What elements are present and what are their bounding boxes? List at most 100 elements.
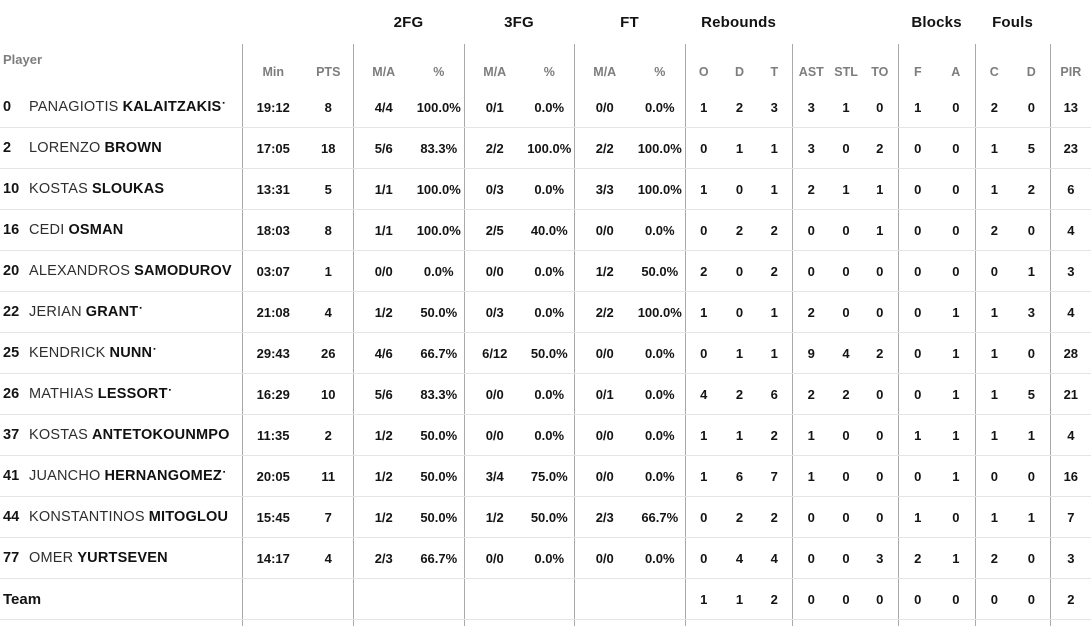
stat-reb-d: 1: [722, 332, 758, 374]
group-header-blocks: Blocks: [911, 13, 962, 31]
table-row: 26 MATHIAS LESSORT▪ 16:29 10 5/6 83.3% 0/0…: [0, 373, 1091, 415]
stat-3fg-pct: 0.0%: [525, 291, 574, 333]
stat-2fg-pct: 50.0%: [414, 496, 464, 538]
stat-reb-d: 1: [722, 414, 758, 456]
player-number: 25: [3, 345, 20, 361]
player-cell[interactable]: 77 OMER YURTSEVEN: [0, 537, 242, 579]
stat-foul-d: 0: [1013, 578, 1051, 620]
col-header-2fg-pct: %: [433, 65, 445, 79]
stat-ast: 1: [791, 455, 831, 497]
stat-stl: 0: [830, 127, 863, 169]
stat-3fg-ma: 14/32: [463, 619, 525, 626]
table-row: 77 OMER YURTSEVEN 14:17 4 2/3 66.7% 0/0 0.…: [0, 537, 1091, 579]
stat-ft-ma: 0/0: [573, 455, 635, 497]
stat-3fg-pct: [525, 578, 574, 620]
stat-2fg-ma: 1/2: [352, 455, 414, 497]
stat-foul-d: 1: [1013, 496, 1051, 538]
stat-pir: 4: [1049, 291, 1091, 333]
player-number: 44: [3, 509, 20, 525]
stat-to: 3: [862, 537, 899, 579]
stat-3fg-ma: 1/2: [463, 496, 525, 538]
stat-pts: 10: [304, 373, 353, 415]
stat-3fg-pct: 75.0%: [525, 455, 574, 497]
stat-stl: 0: [830, 578, 863, 620]
stat-pts: 5: [304, 168, 353, 210]
stat-to: 0: [862, 414, 899, 456]
stat-2fg-pct: 100.0%: [414, 168, 464, 210]
stat-foul-c: 1: [974, 414, 1014, 456]
stat-blk-a: 1: [937, 537, 976, 579]
stat-3fg-pct: 50.0%: [525, 496, 574, 538]
stat-ft-pct: 100.0%: [635, 127, 686, 169]
stat-pts: 8: [304, 209, 353, 251]
stat-ft-pct: 0.0%: [635, 209, 686, 251]
stat-to: 2: [862, 127, 899, 169]
stat-reb-d: 2: [722, 373, 758, 415]
stat-pts: 7: [304, 496, 353, 538]
stat-pir: 4: [1049, 209, 1091, 251]
stat-reb-t: 2: [757, 414, 793, 456]
stat-ast: 1: [791, 414, 831, 456]
team-row: Team 1 1 2 0 0 0 0 0 0 0 2: [0, 578, 1091, 620]
stat-foul-d: 0: [1013, 209, 1051, 251]
stat-blk-f: 1: [897, 496, 938, 538]
stat-blk-f: 0: [897, 127, 938, 169]
stat-stl: 2: [830, 373, 863, 415]
player-cell[interactable]: 2 LORENZO BROWN: [0, 127, 242, 169]
stat-pir: 3: [1049, 537, 1091, 579]
player-number: 37: [3, 427, 20, 443]
starter-mark-icon: ▪: [139, 305, 142, 312]
player-cell[interactable]: 26 MATHIAS LESSORT▪: [0, 373, 242, 415]
stat-3fg-pct: 50.0%: [525, 332, 574, 374]
stat-ft-ma: 3/3: [573, 168, 635, 210]
player-cell[interactable]: 25 KENDRICK NUNN▪: [0, 332, 242, 374]
stat-reb-d: 2: [722, 87, 758, 128]
player-cell[interactable]: 22 JERIAN GRANT▪: [0, 291, 242, 333]
stat-stl: 4: [830, 332, 863, 374]
player-cell[interactable]: 41 JUANCHO HERNANGOMEZ▪: [0, 455, 242, 497]
player-first-name: KONSTANTINOS: [29, 509, 145, 525]
stat-ft-pct: 50.0%: [635, 250, 686, 292]
stat-ast: 2: [791, 291, 831, 333]
stat-ft-pct: 76.9%: [635, 620, 685, 626]
stat-pts: 18: [304, 127, 353, 169]
stat-2fg-ma: 1/2: [352, 496, 414, 538]
table-row: 10 KOSTAS SLOUKAS 13:31 5 1/1 100.0% 0/3 0…: [0, 168, 1091, 210]
player-last-name: LESSORT: [97, 386, 168, 402]
stat-to: 1: [862, 168, 899, 210]
stat-pir: 16: [1049, 455, 1091, 497]
player-cell[interactable]: 44 KONSTANTINOS MITOGLOU: [0, 496, 242, 538]
group-header-spacer: [792, 0, 898, 44]
stat-3fg-pct: 0.0%: [525, 87, 574, 128]
table-row: 0 PANAGIOTIS KALAITZAKIS▪ 19:12 8 4/4 100.…: [0, 87, 1091, 128]
table-row: 44 KONSTANTINOS MITOGLOU 15:45 7 1/2 50.0%…: [0, 496, 1091, 538]
column-header-row: Player Min PTS M/A % M/A % M/A % O D T A…: [0, 44, 1091, 87]
player-cell[interactable]: 0 PANAGIOTIS KALAITZAKIS▪: [0, 87, 242, 128]
player-cell[interactable]: 37 KOSTAS ANTETOKOUNMPO: [0, 414, 242, 456]
stat-reb-d: 6: [722, 455, 758, 497]
stat-reb-o: 1: [684, 455, 723, 497]
stat-foul-d: 5: [1013, 373, 1051, 415]
stat-ft-ma: 0/0: [573, 209, 635, 251]
stat-reb-d: 2: [722, 209, 758, 251]
player-number: 41: [3, 468, 20, 484]
stat-pir: 134: [1049, 619, 1091, 626]
stat-min: 15:45: [241, 496, 304, 538]
stat-reb-d: 1: [722, 127, 758, 169]
stat-ft-ma: 0/0: [573, 332, 635, 374]
stat-reb-o: 0: [684, 537, 723, 579]
stat-blk-f: 0: [897, 250, 938, 292]
stat-pir: 2: [1049, 578, 1091, 620]
stat-reb-o: 1: [684, 168, 723, 210]
player-cell[interactable]: 20 ALEXANDROS SAMODUROV: [0, 250, 242, 292]
player-cell[interactable]: 10 KOSTAS SLOUKAS: [0, 168, 242, 210]
stat-foul-c: 0: [974, 578, 1014, 620]
stat-2fg-pct: 100.0%: [414, 87, 464, 128]
player-first-name: LORENZO: [29, 140, 101, 156]
table-row: 2 LORENZO BROWN 17:05 18 5/6 83.3% 2/2 100…: [0, 127, 1091, 169]
stat-reb-o: 0: [684, 209, 723, 251]
stat-3fg-ma: 6/12: [463, 332, 525, 374]
stat-min: [241, 578, 304, 620]
player-cell[interactable]: 16 CEDI OSMAN: [0, 209, 242, 251]
